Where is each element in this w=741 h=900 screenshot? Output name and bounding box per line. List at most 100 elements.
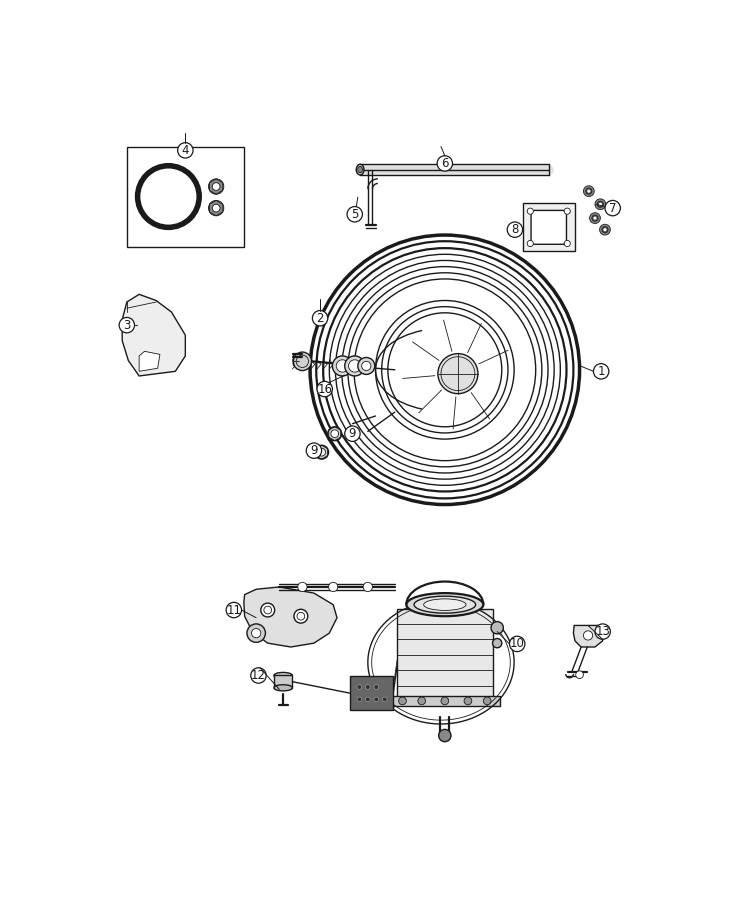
Circle shape <box>382 697 387 702</box>
Circle shape <box>347 207 362 222</box>
Text: 7: 7 <box>609 202 617 214</box>
Circle shape <box>590 212 600 223</box>
Circle shape <box>357 697 362 702</box>
Polygon shape <box>139 351 160 372</box>
Circle shape <box>357 685 362 689</box>
Circle shape <box>362 361 371 371</box>
Bar <box>397 608 493 701</box>
Circle shape <box>261 603 275 617</box>
Ellipse shape <box>274 672 293 679</box>
Text: 8: 8 <box>511 223 519 236</box>
Circle shape <box>293 352 312 371</box>
Text: 10: 10 <box>510 637 525 651</box>
Circle shape <box>345 356 365 376</box>
Circle shape <box>315 446 328 459</box>
Circle shape <box>250 668 266 683</box>
Circle shape <box>595 199 605 210</box>
Circle shape <box>298 582 307 591</box>
Circle shape <box>602 227 608 233</box>
Polygon shape <box>122 294 185 376</box>
Circle shape <box>333 356 353 376</box>
Circle shape <box>594 217 597 220</box>
Circle shape <box>328 427 342 441</box>
Circle shape <box>437 156 453 171</box>
Circle shape <box>588 190 591 193</box>
Circle shape <box>306 443 322 458</box>
Circle shape <box>491 622 503 634</box>
Circle shape <box>583 631 593 640</box>
Polygon shape <box>244 587 337 647</box>
Circle shape <box>247 624 265 643</box>
Circle shape <box>336 360 348 372</box>
Text: 2: 2 <box>316 311 324 325</box>
Ellipse shape <box>356 164 364 175</box>
Bar <box>350 676 393 710</box>
Circle shape <box>212 183 220 191</box>
Circle shape <box>251 628 261 638</box>
Circle shape <box>212 204 220 212</box>
Circle shape <box>317 382 333 397</box>
Circle shape <box>309 234 580 505</box>
Circle shape <box>507 222 522 238</box>
Circle shape <box>594 364 609 379</box>
Circle shape <box>527 208 534 214</box>
Ellipse shape <box>358 166 362 173</box>
Circle shape <box>595 624 611 639</box>
Circle shape <box>399 697 406 705</box>
Circle shape <box>438 354 478 393</box>
Bar <box>127 147 244 247</box>
Circle shape <box>208 179 224 194</box>
Text: 5: 5 <box>351 208 359 220</box>
Circle shape <box>119 318 135 333</box>
Circle shape <box>441 697 449 705</box>
Circle shape <box>418 697 425 705</box>
Text: 6: 6 <box>441 157 448 170</box>
Ellipse shape <box>274 685 293 691</box>
Bar <box>274 676 293 688</box>
Circle shape <box>365 685 370 689</box>
Circle shape <box>583 185 594 196</box>
Bar <box>522 203 575 251</box>
Circle shape <box>363 582 373 591</box>
Bar <box>389 696 500 706</box>
Circle shape <box>328 582 338 591</box>
Circle shape <box>374 697 379 702</box>
Circle shape <box>605 201 620 216</box>
Circle shape <box>592 215 598 221</box>
Circle shape <box>603 228 607 231</box>
Ellipse shape <box>414 596 476 613</box>
Circle shape <box>208 201 224 216</box>
Text: 1: 1 <box>597 364 605 378</box>
Text: 3: 3 <box>123 319 130 331</box>
Circle shape <box>564 240 571 247</box>
Circle shape <box>348 360 361 372</box>
Circle shape <box>318 448 325 456</box>
Circle shape <box>464 697 472 705</box>
Circle shape <box>493 638 502 648</box>
Text: 13: 13 <box>595 626 610 638</box>
FancyBboxPatch shape <box>531 211 566 244</box>
Text: 16: 16 <box>317 382 332 396</box>
Circle shape <box>345 426 360 441</box>
Text: 12: 12 <box>251 669 266 682</box>
Text: 9: 9 <box>310 444 318 457</box>
Circle shape <box>585 188 592 194</box>
Circle shape <box>365 697 370 702</box>
Text: 9: 9 <box>349 428 356 440</box>
Circle shape <box>331 430 339 437</box>
Text: 4: 4 <box>182 144 189 157</box>
Circle shape <box>597 202 603 207</box>
Ellipse shape <box>406 593 483 616</box>
Polygon shape <box>574 626 602 647</box>
Circle shape <box>178 142 193 158</box>
Circle shape <box>358 357 375 374</box>
Circle shape <box>374 685 379 689</box>
Circle shape <box>564 208 571 214</box>
Circle shape <box>599 202 602 206</box>
Circle shape <box>527 240 534 247</box>
Text: 11: 11 <box>226 604 242 617</box>
Circle shape <box>439 729 451 742</box>
Circle shape <box>576 670 583 679</box>
Circle shape <box>313 310 328 326</box>
Circle shape <box>483 697 491 705</box>
